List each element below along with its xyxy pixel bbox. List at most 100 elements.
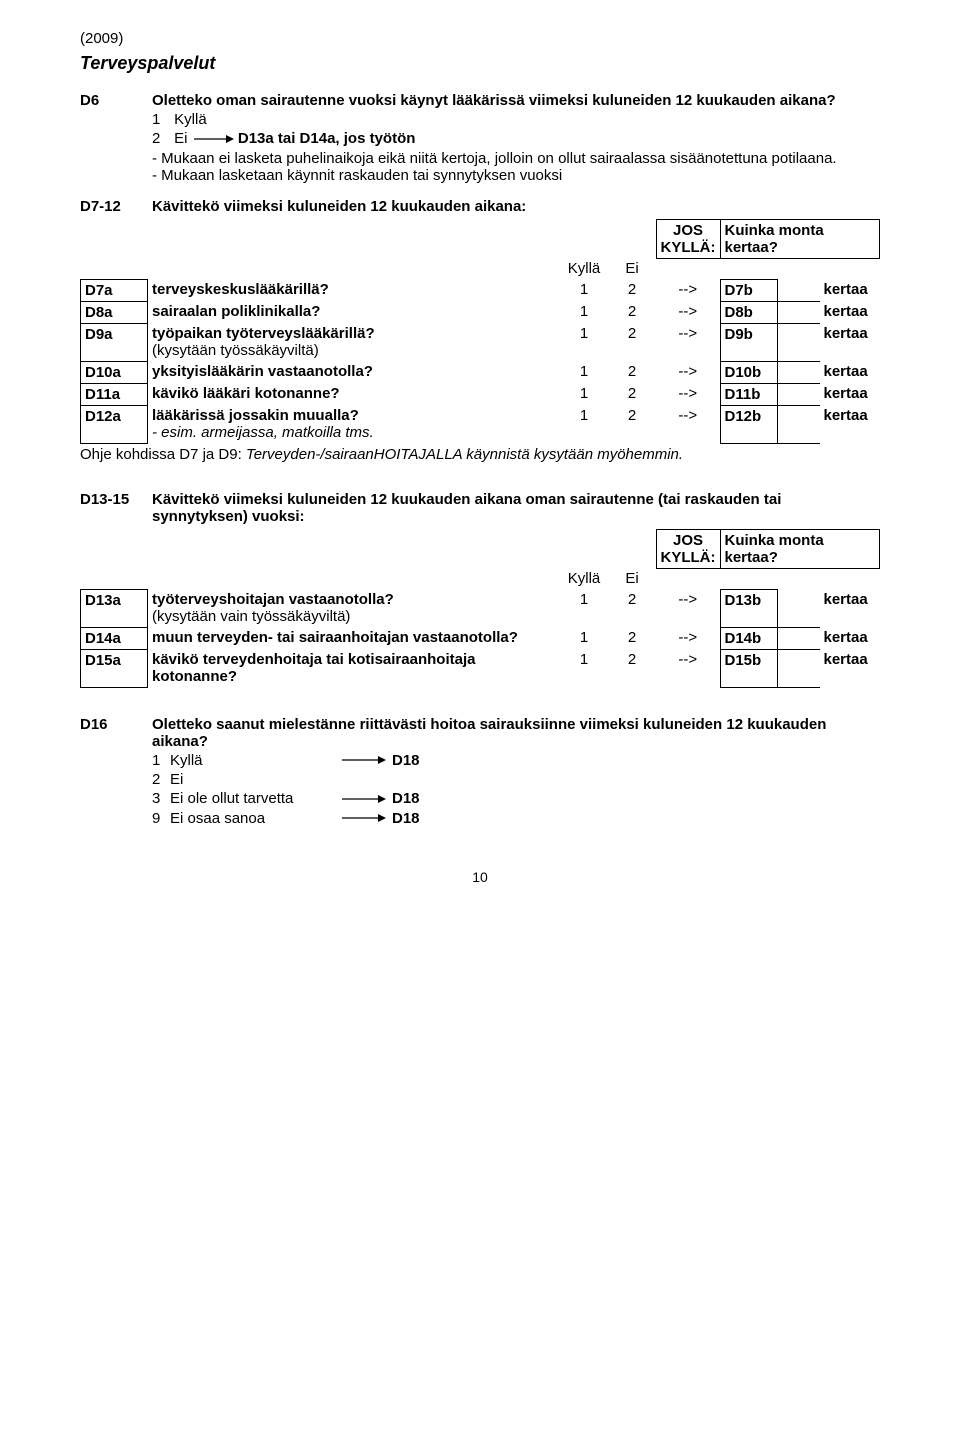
d6-opt2-t: Ei [174,130,187,147]
unit-label: kertaa [820,649,880,687]
arrow-text: --> [656,649,720,687]
opt-text: Ei [170,771,340,788]
footnote-b: Terveyden-/sairaanHOITAJALLA käynnistä k… [246,446,683,463]
opt-yes: 1 [560,627,608,649]
opt-no: 2 [608,627,656,649]
opt-no: 2 [608,361,656,383]
arrow-text: --> [656,279,720,301]
hdr-jos-kylla: JOS KYLLÄ: [656,219,720,258]
title-d13-15: Kävittekö viimeksi kuluneiden 12 kuukaud… [152,491,781,525]
d16-option: 1Kyllä D18 [152,752,880,770]
footnote-a: Ohje kohdissa D7 ja D9: [80,446,246,463]
table-row: D15akävikö terveydenhoitaja tai kotisair… [81,649,880,687]
arrow-text: --> [656,301,720,323]
d16-option: 2Ei [152,771,880,788]
year-label: (2009) [80,30,880,47]
title-d6: Oletteko oman sairautenne vuoksi käynyt … [152,92,880,109]
unit-label: kertaa [820,361,880,383]
target-code: D12b [720,405,777,443]
opt-number: 9 [152,810,170,827]
opt-yes: 1 [560,323,608,361]
unit-label: kertaa [820,383,880,405]
target-code: D8b [720,301,777,323]
question-d7-12: D7-12 Kävittekö viimeksi kuluneiden 12 k… [80,198,880,215]
table-row: D9atyöpaikan työterveyslääkärillä?(kysyt… [81,323,880,361]
opt-text: Kyllä [170,752,340,769]
code-d13-15: D13-15 [80,491,152,525]
blank-line [777,279,820,301]
blank-line [777,383,820,405]
opt-text: Ei osaa sanoa [170,810,340,827]
opt-yes: 1 [560,279,608,301]
row-code: D12a [81,405,148,443]
d6-opt2-n: 2 [152,130,170,147]
blank-line [777,301,820,323]
arrow-text: --> [656,627,720,649]
hdr-ei: Ei [608,258,656,279]
opt-no: 2 [608,323,656,361]
row-label: muun terveyden- tai sairaanhoitajan vast… [148,627,561,649]
hdr-kylla: Kyllä [560,258,608,279]
opt-number: 3 [152,790,170,807]
d16-option: 9Ei osaa sanoa D18 [152,810,880,828]
row-code: D14a [81,627,148,649]
row-label: yksityislääkärin vastaanotolla? [148,361,561,383]
target-code: D10b [720,361,777,383]
d16-option: 3Ei ole ollut tarvettaD18 [152,790,880,808]
arrow-text: --> [656,405,720,443]
opt-number: 1 [152,752,170,769]
row-label: sairaalan poliklinikalla? [148,301,561,323]
target-code: D9b [720,323,777,361]
d6-opt1: 1 Kyllä [152,111,880,128]
table-row: D8asairaalan poliklinikalla?12-->D8bkert… [81,301,880,323]
code-d7-12: D7-12 [80,198,152,215]
goto-label: D18 [392,790,420,807]
text-d6: Oletteko oman sairautenne vuoksi käynyt … [152,92,880,184]
question-d13-15: D13-15 Kävittekö viimeksi kuluneiden 12 … [80,491,880,525]
unit-label: kertaa [820,279,880,301]
blank-line [777,361,820,383]
hdr-jos-kylla-2: JOS KYLLÄ: [656,529,720,568]
arrow-text: --> [656,589,720,627]
arrow-text: --> [656,323,720,361]
hdr-ei-2: Ei [608,568,656,589]
row-label: työterveyshoitajan vastaanotolla?(kysytä… [148,589,561,627]
goto-label: D18 [392,810,420,827]
opt-yes: 1 [560,649,608,687]
blank-line [777,323,820,361]
opt-no: 2 [608,649,656,687]
table-row: D7aterveyskeskuslääkärillä?12-->D7bkerta… [81,279,880,301]
text-d16: Oletteko saanut mielestänne riittävästi … [152,716,880,830]
row-code: D9a [81,323,148,361]
arrow-text: --> [656,361,720,383]
opt-no: 2 [608,279,656,301]
row-label: kävikö terveydenhoitaja tai kotisairaanh… [148,649,561,687]
page: (2009) Terveyspalvelut D6 Oletteko oman … [0,0,960,925]
table-row: D12alääkärissä jossakin muualla?- esim. … [81,405,880,443]
arrow-icon [340,752,386,769]
row-code: D10a [81,361,148,383]
opt-yes: 1 [560,383,608,405]
title-d7-12: Kävittekö viimeksi kuluneiden 12 kuukaud… [152,198,526,215]
grid-d13-15: JOS KYLLÄ: Kuinka monta kertaa? Kyllä Ei… [80,529,880,688]
question-d6: D6 Oletteko oman sairautenne vuoksi käyn… [80,92,880,184]
opt-yes: 1 [560,405,608,443]
opt-no: 2 [608,405,656,443]
arrow-text: --> [656,383,720,405]
table-row: D10ayksityislääkärin vastaanotolla?12-->… [81,361,880,383]
unit-label: kertaa [820,589,880,627]
opt-no: 2 [608,301,656,323]
d6-opt1-t: Kyllä [174,111,207,128]
d6-opt2: 2 Ei D13a tai D14a, jos työtön [152,130,880,148]
code-d6: D6 [80,92,152,184]
hdr-kuinka: Kuinka monta kertaa? [720,219,880,258]
title-d16: Oletteko saanut mielestänne riittävästi … [152,716,880,750]
section-title: Terveyspalvelut [80,53,880,74]
opt-no: 2 [608,383,656,405]
grid-d7-12: JOS KYLLÄ: Kuinka monta kertaa? Kyllä Ei… [80,219,880,444]
hdr-kuinka-2: Kuinka monta kertaa? [720,529,880,568]
target-code: D15b [720,649,777,687]
goto-label: D18 [392,752,420,769]
page-number: 10 [80,869,880,885]
target-code: D11b [720,383,777,405]
